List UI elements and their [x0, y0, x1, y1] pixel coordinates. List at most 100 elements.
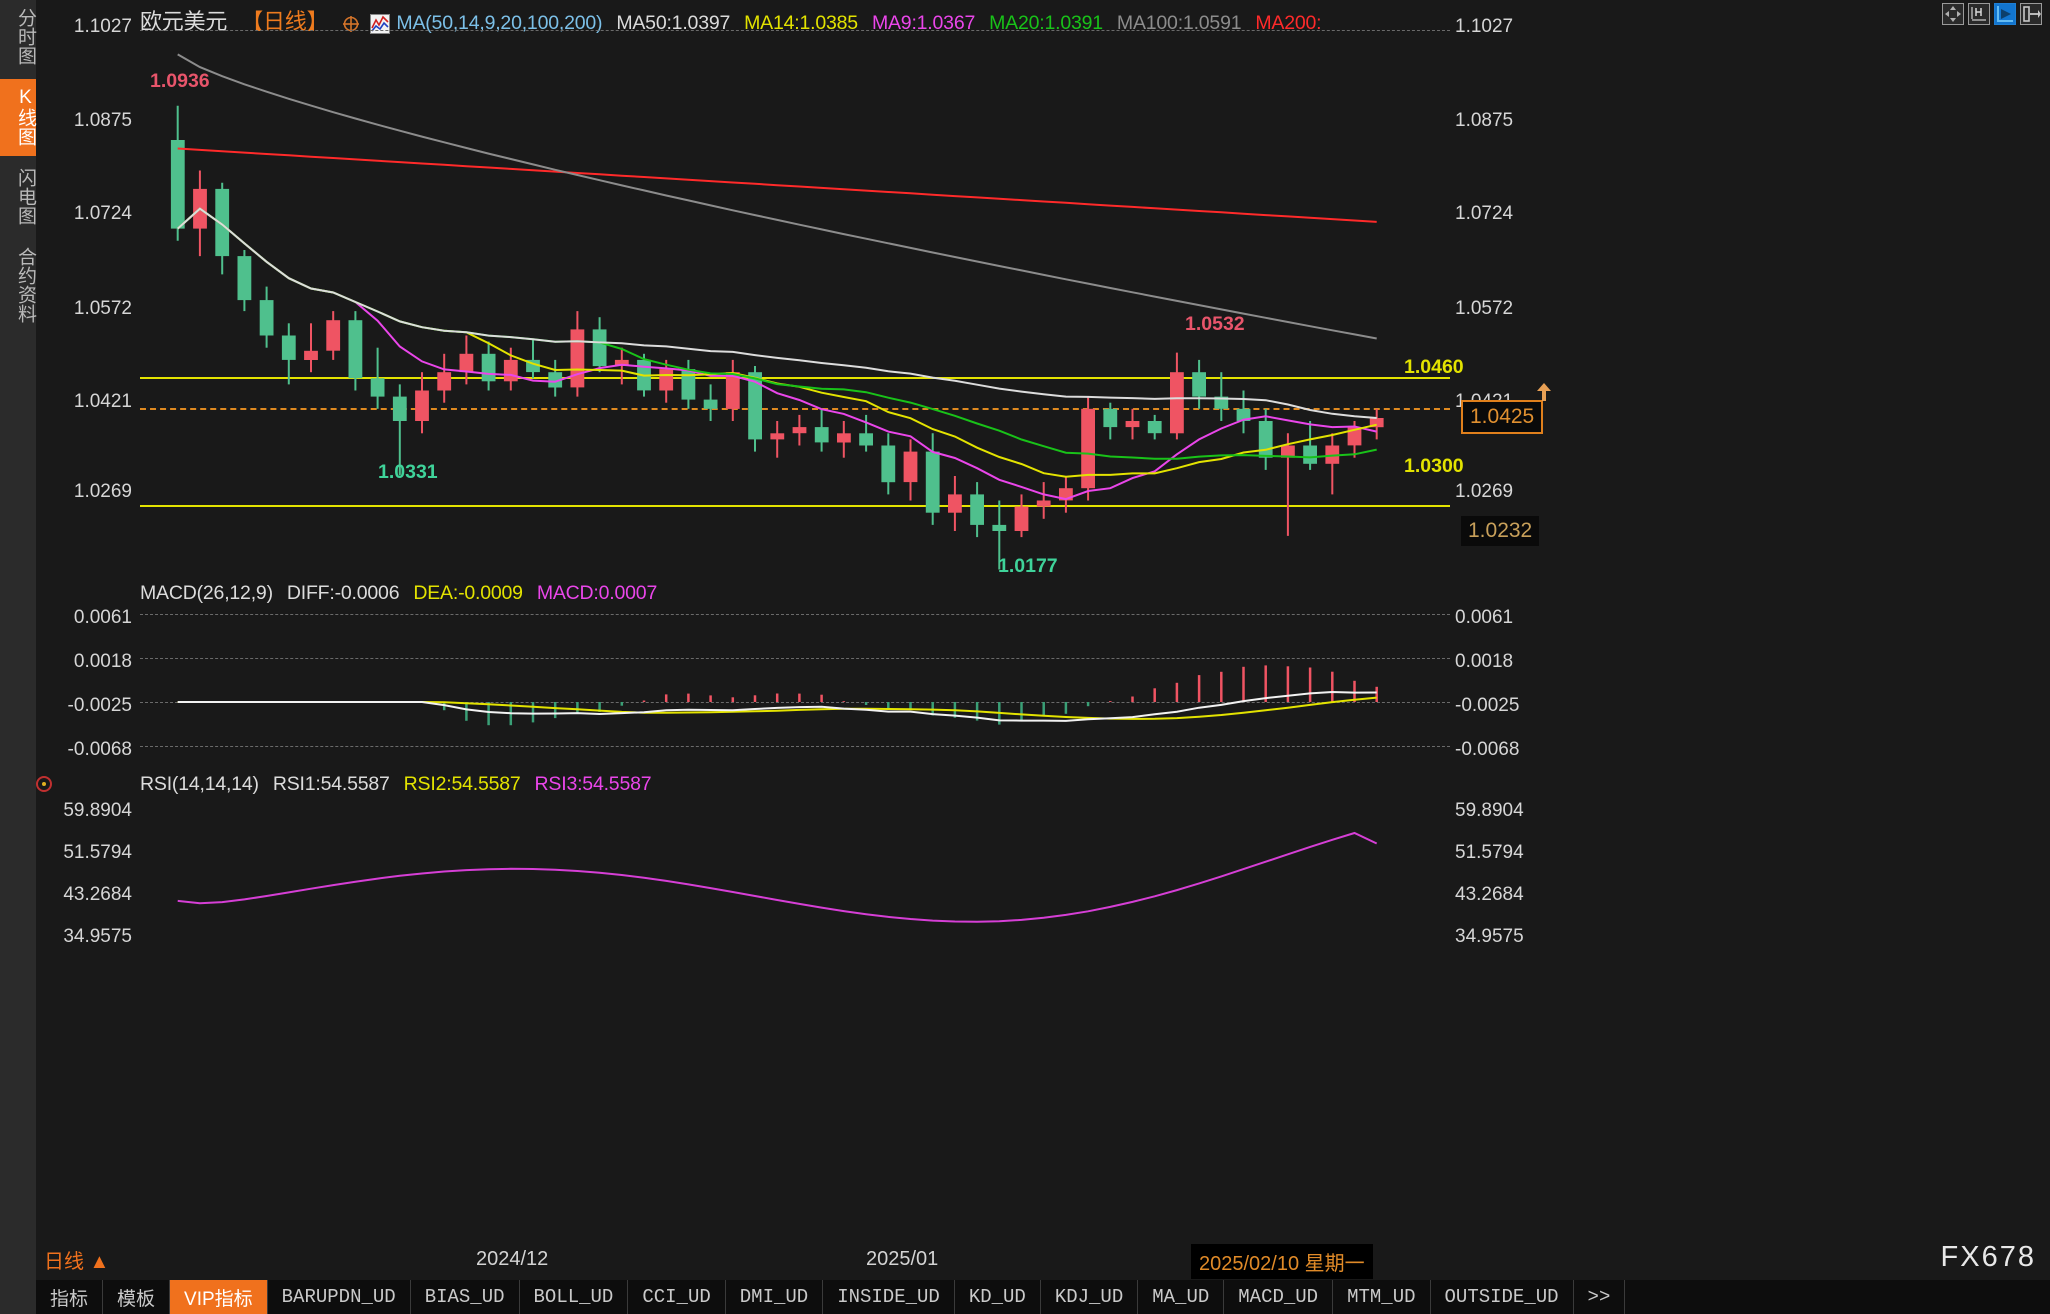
sidebar-item-kline[interactable]: K线图: [0, 79, 36, 156]
toolbar-item-kdj-ud[interactable]: KDJ_UD: [1041, 1280, 1139, 1314]
price-tag-arrow-icon: [1536, 382, 1552, 402]
ma-value-ma50: MA50:1.0397: [616, 12, 731, 34]
toolbar-spacer: [1625, 1280, 2050, 1314]
toolbar-item-[interactable]: 指标: [36, 1280, 104, 1314]
price-axis-left-tick: 1.0724: [73, 203, 132, 224]
macd-gridline-mid: [140, 658, 1450, 659]
toolbar-item-mtm-ud[interactable]: MTM_UD: [1333, 1280, 1431, 1314]
sidebar-item-intraday[interactable]: 分时图: [15, 8, 36, 65]
ma-value-ma100: MA100:1.0591: [1116, 12, 1242, 34]
symbol-name[interactable]: 欧元美元: [140, 9, 228, 34]
rsi-axis-left-tick: 34.9575: [63, 926, 132, 947]
price-axis-left-tick: 1.0572: [73, 298, 132, 319]
price-annotation: 1.0936: [150, 70, 210, 92]
move-crosshair-icon[interactable]: [1942, 3, 1964, 25]
price-plot-area[interactable]: [140, 30, 1450, 586]
indicator-toolbar: 指标 模板 VIP指标 BARUPDN_UD BIAS_UD BOLL_UD CCI_UD D…: [36, 1280, 2050, 1314]
current-price-tag[interactable]: 1.0425: [1461, 400, 1544, 434]
date-label-1: 2024/12: [476, 1248, 549, 1270]
resistance-label: 1.0460: [1404, 356, 1464, 378]
rsi-axis-left-tick: 59.8904: [63, 800, 132, 821]
price-annotation: 1.0532: [1185, 313, 1245, 335]
macd-hist: MACD:0.0007: [536, 582, 658, 604]
macd-dea: DEA:-0.0009: [413, 582, 523, 604]
timeframe-label[interactable]: 日线 ▲: [44, 1251, 110, 1273]
price-axis-right-tick: 1.0724: [1455, 203, 1514, 224]
rsi-pane: RSI(14,14,14) RSI1:54.5587 RSI2:54.5587 RSI…: [0, 770, 2050, 970]
support-line: [140, 505, 1450, 507]
rsi-title: RSI(14,14,14): [140, 773, 259, 795]
toolbar-item-[interactable]: 模板: [103, 1280, 171, 1314]
toolbar-item-kd-ud[interactable]: KD_UD: [955, 1280, 1041, 1314]
rsi1-value: RSI1:54.5587: [272, 773, 390, 795]
rsi-axis-right-tick: 43.2684: [1455, 884, 1524, 905]
rsi-legend: RSI(14,14,14) RSI1:54.5587 RSI2:54.5587 RSI…: [140, 773, 665, 796]
price-axis-left-tick: 1.0875: [73, 110, 132, 131]
price-annotation: 1.0331: [378, 461, 438, 483]
sidebar-item-contract-info[interactable]: 合约资料: [15, 247, 36, 323]
macd-axis-right-tick: -0.0068: [1455, 739, 1520, 760]
brand-watermark: FX678: [1940, 1241, 2036, 1273]
gridline-top: [140, 30, 1450, 31]
price-axis-left-tick: 1.0269: [73, 481, 132, 502]
chart-indicator-icon[interactable]: [370, 13, 391, 34]
rsi2-value: RSI2:54.5587: [403, 773, 521, 795]
macd-axis-left-tick: -0.0068: [67, 739, 132, 760]
secondary-price-tag[interactable]: 1.0232: [1461, 516, 1540, 546]
toolbar-item-barupdn-ud[interactable]: BARUPDN_UD: [268, 1280, 411, 1314]
ma-value-ma9: MA9:1.0367: [871, 12, 976, 34]
macd-axis-right-tick: 0.0061: [1455, 607, 1514, 628]
toolbar-item-boll-ud[interactable]: BOLL_UD: [520, 1280, 629, 1314]
export-right-icon[interactable]: [2020, 3, 2042, 25]
macd-zero-line: [140, 702, 1450, 703]
price-annotation: 1.0177: [998, 555, 1058, 577]
toolbar-item-inside-ud[interactable]: INSIDE_UD: [823, 1280, 955, 1314]
chart-tool-icons: [1942, 3, 2042, 25]
rsi-axis-right-tick: 34.9575: [1455, 926, 1524, 947]
price-pane: 1.1027 1.0875 1.0724 1.0572 1.0421 1.0269 1.1…: [0, 0, 2050, 586]
support-label: 1.0300: [1404, 455, 1464, 477]
macd-axis-right-tick: -0.0025: [1455, 695, 1520, 716]
rsi-axis-right-tick: 51.5794: [1455, 842, 1524, 863]
resistance-line: [140, 377, 1450, 379]
price-axis-right-tick: 1.0269: [1455, 481, 1514, 502]
toolbar-item-cci-ud[interactable]: CCI_UD: [628, 1280, 726, 1314]
price-axis-right-tick: 1.0572: [1455, 298, 1514, 319]
price-axis-left-tick: 1.1027: [73, 16, 132, 37]
macd-axis-left-tick: 0.0061: [73, 607, 132, 628]
macd-axis-right-tick: 0.0018: [1455, 651, 1514, 672]
toolbar-item-vip[interactable]: VIP指标: [170, 1280, 268, 1314]
toolbar-item-ma-ud[interactable]: MA_UD: [1138, 1280, 1225, 1314]
ma-title: MA(50,14,9,20,100,200): [396, 12, 603, 34]
macd-plot-area[interactable]: [140, 614, 1450, 754]
toolbar-item-dmi-ud[interactable]: DMI_UD: [726, 1280, 824, 1314]
rsi-axis-right-tick: 59.8904: [1455, 800, 1524, 821]
record-marker-icon[interactable]: [36, 776, 52, 792]
sidebar-item-lightning[interactable]: 闪电图: [15, 168, 36, 225]
rsi-axis-left-tick: 43.2684: [63, 884, 132, 905]
rsi3-value: RSI3:54.5587: [534, 773, 652, 795]
rsi-plot-area[interactable]: [140, 810, 1450, 945]
macd-pane: MACD(26,12,9) DIFF:-0.0006 DEA:-0.0009 MACD…: [0, 582, 2050, 786]
price-axis-right-tick: 1.0875: [1455, 110, 1514, 131]
toolbar-item-[interactable]: >>: [1574, 1280, 1626, 1314]
macd-title: MACD(26,12,9): [140, 582, 273, 604]
price-axis-left-tick: 1.0421: [73, 391, 132, 412]
date-axis: 2024/12 2025/01 2025/02/10 星期一: [36, 1244, 2050, 1279]
macd-gridline-bottom: [140, 746, 1450, 747]
macd-diff: DIFF:-0.0006: [286, 582, 400, 604]
toolbar-item-outside-ud[interactable]: OUTSIDE_UD: [1431, 1280, 1574, 1314]
playback-arrow-icon[interactable]: [1994, 3, 2016, 25]
period-label[interactable]: 【日线】: [241, 9, 329, 34]
ma-value-ma14: MA14:1.0385: [744, 12, 858, 34]
toolbar-item-macd-ud[interactable]: MACD_UD: [1224, 1280, 1334, 1314]
cursor-date-box: 2025/02/10 星期一: [1191, 1244, 1373, 1279]
toolbar-item-bias-ud[interactable]: BIAS_UD: [411, 1280, 520, 1314]
price-legend: 欧元美元 【日线】 MA(50,14,9,20,100,200) MA50:1.03…: [140, 4, 1335, 36]
macd-gridline-top: [140, 614, 1450, 615]
measure-range-icon[interactable]: [1968, 3, 1990, 25]
macd-legend: MACD(26,12,9) DIFF:-0.0006 DEA:-0.0009 MACD…: [140, 582, 671, 605]
price-axis-right-tick: 1.1027: [1455, 16, 1514, 37]
macd-axis-left-tick: 0.0018: [73, 651, 132, 672]
